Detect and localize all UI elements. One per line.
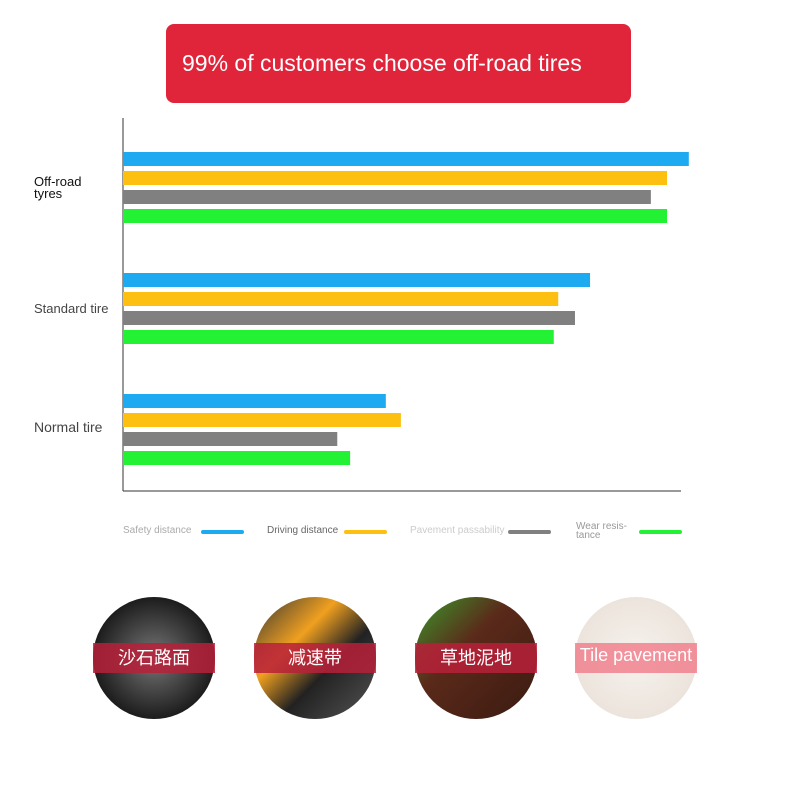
- bar: [123, 209, 668, 223]
- bar: [123, 432, 338, 446]
- legend-label: Driving distance: [267, 525, 339, 536]
- category-label: Normal tire: [34, 419, 103, 435]
- surface-label-band: [415, 643, 537, 673]
- legend-label: Wear resis-tance: [576, 521, 627, 541]
- bar: [123, 394, 386, 408]
- category-label: Off-road tyres: [34, 174, 82, 201]
- bar: [123, 190, 651, 204]
- bar: [123, 171, 668, 185]
- surface-label: 减速带: [288, 648, 342, 668]
- bar: [123, 330, 554, 344]
- surface-label-band: [93, 643, 215, 673]
- bar: [123, 311, 575, 325]
- surface-label: Tile pavement: [580, 645, 692, 665]
- bar: [123, 413, 401, 427]
- surface-label-band: [575, 643, 697, 673]
- legend-label: Safety distance: [123, 525, 192, 536]
- category-label: Standard tire: [34, 301, 109, 316]
- surface-label: 沙石路面: [118, 648, 190, 668]
- surface-label-band: [254, 643, 376, 673]
- bar: [123, 451, 351, 465]
- legend-label: Pavement passability: [410, 525, 505, 536]
- chart-title: 99% of customers choose off-road tires: [166, 24, 631, 103]
- surface-label: 草地泥地: [440, 648, 512, 668]
- bar: [123, 273, 591, 287]
- bar: [123, 152, 689, 166]
- bar: [123, 292, 559, 306]
